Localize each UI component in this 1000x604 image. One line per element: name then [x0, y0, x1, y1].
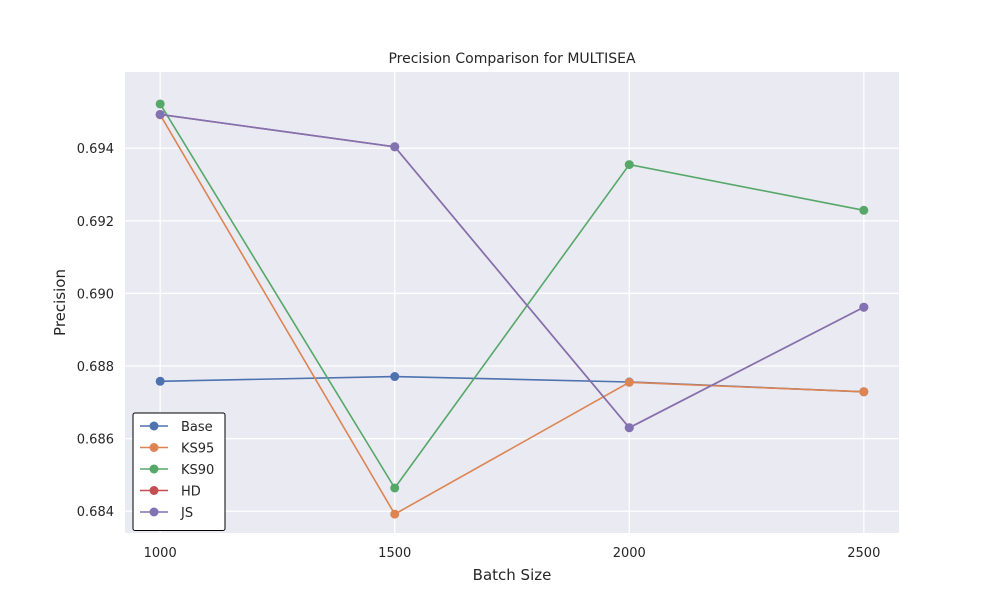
legend-item-js: JS: [140, 506, 193, 521]
data-point: [859, 387, 869, 397]
series-line: [160, 113, 865, 429]
y-tick-label: 0.692: [77, 215, 114, 230]
chart-title: Precision Comparison for MULTISEA: [388, 51, 636, 67]
x-axis-label: Batch Size: [473, 566, 552, 584]
data-point: [390, 509, 400, 519]
data-point: [624, 377, 634, 387]
data-point: [859, 205, 869, 215]
series-ks90: [155, 99, 869, 493]
data-point: [155, 109, 165, 119]
legend-label: KS90: [181, 463, 214, 478]
series-line: [159, 103, 864, 489]
series-layer: [155, 99, 869, 519]
legend-item-hd: HD: [140, 485, 201, 500]
data-point: [155, 99, 165, 109]
legend-label: KS95: [181, 442, 214, 457]
legend-label: JS: [180, 506, 193, 521]
data-point: [390, 372, 400, 382]
x-tick-label: 2000: [613, 546, 646, 561]
y-axis-label: Precision: [51, 269, 69, 336]
y-tick-label: 0.694: [77, 142, 114, 157]
series-js: [155, 109, 869, 433]
legend-marker: [149, 464, 159, 474]
legend-marker: [149, 507, 159, 517]
legend-item-ks95: KS95: [140, 442, 214, 457]
grid: [125, 72, 899, 533]
data-point: [390, 483, 400, 493]
legend-label: HD: [181, 485, 201, 500]
x-tick-label: 1000: [144, 546, 177, 561]
legend-item-base: Base: [140, 420, 213, 435]
tick-labels: 1000 1500 2000 2500 0.684 0.686 0.688 0.690 0.69…: [77, 142, 881, 561]
plot-area: [125, 72, 899, 533]
y-tick-label: 0.690: [77, 287, 114, 302]
data-point: [390, 142, 400, 152]
x-tick-label: 1500: [378, 546, 411, 561]
legend: Base KS95 KS90 HD JS: [132, 412, 226, 531]
legend-marker: [149, 443, 159, 452]
y-tick-label: 0.686: [77, 433, 114, 448]
data-point: [624, 160, 634, 170]
legend-box: [132, 412, 226, 531]
y-tick-label: 0.684: [77, 505, 114, 520]
y-tick-label: 0.688: [77, 360, 114, 375]
data-point: [624, 423, 634, 433]
legend-marker: [149, 421, 159, 431]
legend-label: Base: [181, 420, 213, 435]
legend-marker: [149, 486, 159, 495]
x-tick-label: 2500: [847, 546, 880, 561]
data-point: [155, 376, 165, 386]
data-point: [859, 302, 869, 312]
legend-item-ks90: KS90: [140, 463, 214, 478]
series-line: [159, 114, 864, 515]
